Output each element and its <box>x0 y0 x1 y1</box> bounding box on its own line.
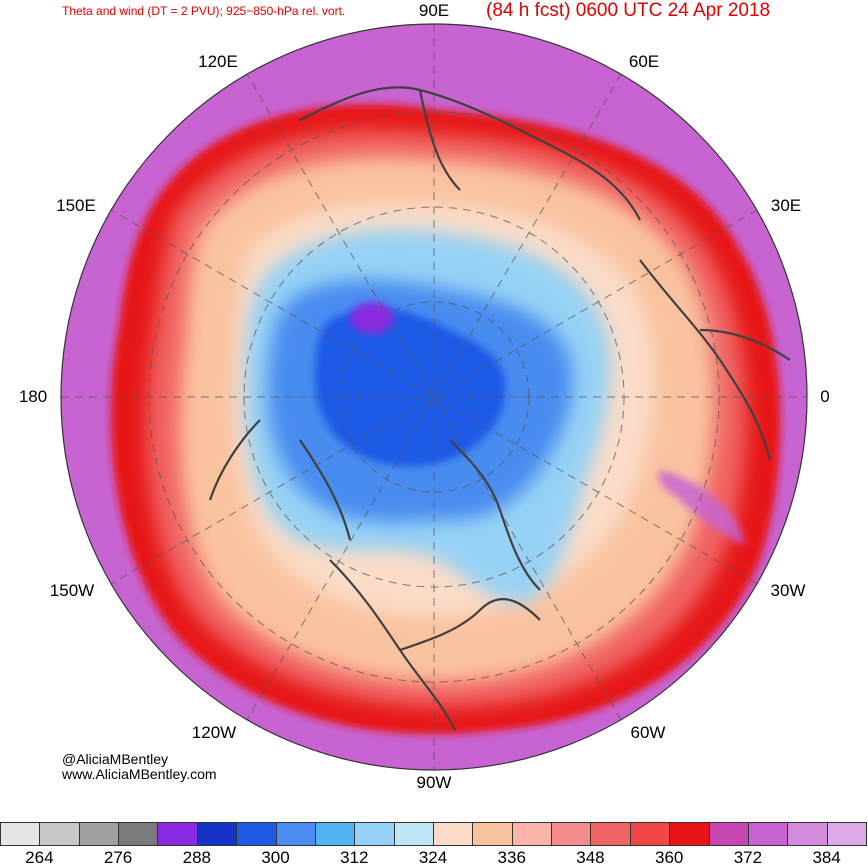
theta-field-east-pacific-purple <box>658 470 745 545</box>
colorbar-tick-label: 384 <box>812 848 841 867</box>
colorbar-swatch <box>708 822 749 846</box>
graticule <box>61 24 807 770</box>
colorbar-swatch <box>629 822 671 846</box>
colorbar-swatch <box>787 822 828 846</box>
colorbar-swatch <box>826 822 867 846</box>
longitude-label-90w: 90W <box>416 773 452 792</box>
map-boundary <box>60 23 808 771</box>
longitude-label-90e: 90E <box>418 1 450 20</box>
theta-colorbar: 264 276 288 300 312 324 336 348 360 372 384 <box>0 822 868 867</box>
longitude-label-180: 180 <box>18 387 48 406</box>
colorbar-tick-label: 300 <box>261 848 290 867</box>
colorbar-tick-label: 336 <box>497 848 526 867</box>
colorbar-tick-label: 264 <box>25 848 54 867</box>
longitude-label-60w: 60W <box>630 723 666 742</box>
colorbar-swatch <box>354 822 395 846</box>
colorbar-swatch <box>472 822 513 846</box>
colorbar-swatch <box>590 822 631 846</box>
longitude-label-30w: 30W <box>770 581 806 600</box>
colorbar-swatch <box>39 822 80 846</box>
longitude-label-60e: 60E <box>628 52 660 71</box>
colorbar-swatch <box>551 822 592 846</box>
colorbar-tick-label: 276 <box>103 848 133 867</box>
colorbar-tick-label: 360 <box>654 848 684 867</box>
colorbar-tick-label: 288 <box>182 848 211 867</box>
colorbar-swatch <box>747 822 789 846</box>
colorbar-swatch <box>275 822 316 846</box>
colorbar-swatch <box>393 822 434 846</box>
longitude-label-120w: 120W <box>191 723 237 742</box>
colorbar-swatch <box>157 822 198 846</box>
colorbar-tick-label: 372 <box>733 848 763 867</box>
credit-website: www.AliciaMBentley.com <box>62 766 217 782</box>
colorbar-swatch <box>433 822 474 846</box>
colorbar-swatch <box>118 822 159 846</box>
colorbar-tick-label: 348 <box>576 848 605 867</box>
theta-field-violet <box>350 302 394 334</box>
colorbar-swatch <box>314 822 356 846</box>
polar-map <box>60 23 808 771</box>
longitude-label-120e: 120E <box>198 52 238 71</box>
colorbar-swatch <box>78 822 120 846</box>
colorbar-swatch <box>669 822 710 846</box>
colorbar-swatch <box>196 822 238 846</box>
colorbar-swatch <box>236 822 277 846</box>
colorbar-swatch <box>511 822 553 846</box>
continent-outlines <box>208 86 791 731</box>
credit-handle: @AliciaMBentley <box>62 751 169 767</box>
colorbar-swatch <box>0 822 41 846</box>
forecast-valid-time: (84 h fcst) 0600 UTC 24 Apr 2018 <box>486 0 771 21</box>
map-title: Theta and wind (DT = 2 PVU); 925−850-hPa… <box>62 4 346 18</box>
longitude-label-150e: 150E <box>56 196 96 215</box>
theta-field-dark-blue <box>315 308 506 467</box>
longitude-label-30e: 30E <box>770 196 802 215</box>
colorbar-tick-label: 312 <box>340 848 369 867</box>
longitude-label-150w: 150W <box>49 581 95 600</box>
longitude-label-0: 0 <box>820 387 830 406</box>
colorbar-tick-label: 324 <box>418 848 448 867</box>
